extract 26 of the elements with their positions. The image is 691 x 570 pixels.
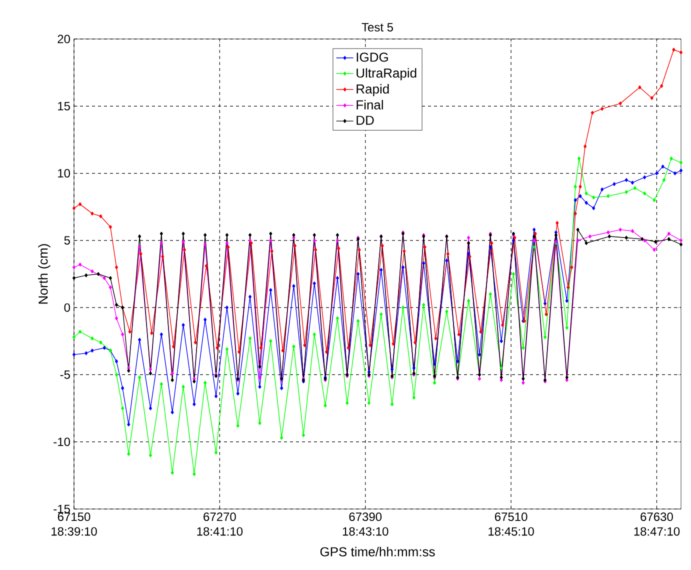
y-tick-label: 5 <box>64 236 70 245</box>
x-axis-title: GPS time/hh:mm:ss <box>320 546 435 556</box>
x-tick-label: 67270 <box>204 512 236 522</box>
text: 18:41:10 <box>197 527 243 536</box>
y-tick-label: -15 <box>54 504 70 514</box>
legend-label: IGDG <box>356 52 388 62</box>
x-tick-label: 67150 <box>58 512 90 522</box>
text: 18:47:10 <box>634 527 680 536</box>
text: 18:43:10 <box>342 527 388 536</box>
x-tick-label: 67630 <box>640 512 673 522</box>
text: 18:39:10 <box>52 527 97 536</box>
y-tick-label: 10 <box>58 169 70 178</box>
y-tick-label: 20 <box>58 34 70 44</box>
legend-label: Rapid <box>356 84 389 96</box>
y-tick-label: 15 <box>58 102 70 110</box>
y-tick-label: -10 <box>54 438 70 446</box>
legend-label: UltraRapid <box>356 68 416 80</box>
y-tick-label: -5 <box>60 370 70 379</box>
legend-label: Final <box>356 100 383 110</box>
y-tick-label: 0 <box>64 303 70 312</box>
x-tick-label: 67390 <box>349 512 382 522</box>
text: 18:45:10 <box>488 527 534 536</box>
x-tick-label: 67510 <box>494 512 528 522</box>
y-axis-title: North (cm) <box>38 244 50 304</box>
chart-title: Test 5 <box>362 23 393 32</box>
legend-label: DD <box>356 116 374 125</box>
